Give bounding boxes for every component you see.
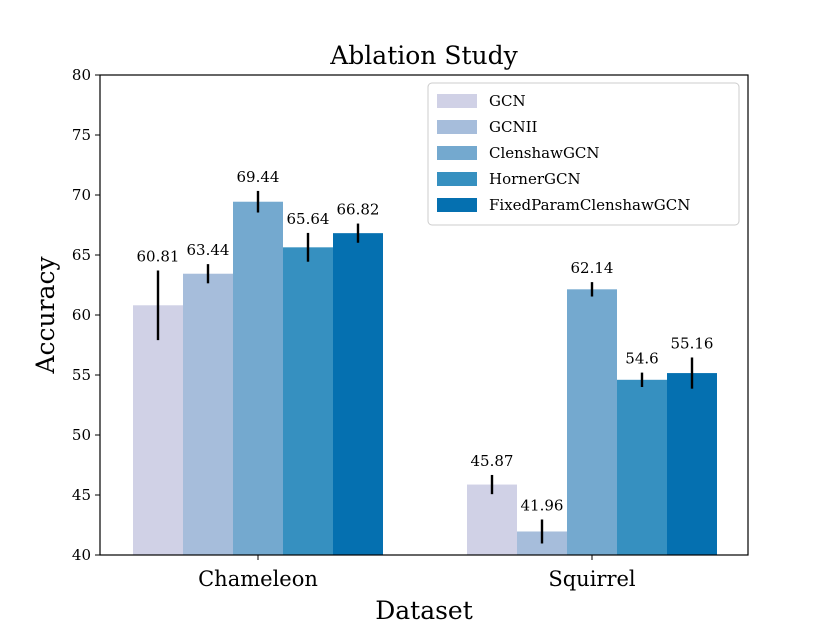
bar-gcn-squirrel	[467, 484, 517, 555]
y-tick-label: 80	[72, 66, 91, 84]
legend-swatch	[437, 94, 477, 108]
legend: GCN GCNII ClenshawGCN HornerGCN FixedParamCl…	[427, 82, 740, 226]
y-axis: 40 45 50 55 60 65 70 75 80	[72, 66, 100, 564]
y-tick-label: 65	[72, 246, 91, 264]
x-tick-label: Squirrel	[548, 567, 636, 591]
bar-hornergcn-chameleon	[283, 247, 333, 555]
legend-label: HornerGCN	[489, 170, 581, 188]
x-tick-label: Chameleon	[198, 567, 318, 591]
data-label: 62.14	[571, 259, 614, 277]
data-label: 45.87	[471, 452, 514, 470]
data-label: 54.6	[625, 350, 658, 368]
bar-gcn-chameleon	[133, 305, 183, 555]
data-label: 65.64	[287, 210, 330, 228]
y-tick-label: 55	[72, 366, 91, 384]
legend-label: GCNII	[489, 118, 538, 136]
y-tick-label: 75	[72, 126, 91, 144]
bar-gcnii-chameleon	[183, 273, 233, 555]
bar-fixedparamclenshawgcn-chameleon	[333, 233, 383, 555]
legend-swatch	[437, 172, 477, 186]
data-label: 41.96	[521, 496, 564, 514]
data-label: 69.44	[237, 168, 280, 186]
legend-label: ClenshawGCN	[489, 144, 600, 162]
bars	[133, 201, 717, 555]
legend-frame	[427, 82, 740, 226]
data-label: 55.16	[671, 334, 714, 352]
data-labels: 60.81 45.87 63.44 41.96 69.44 62.14 65.64 54.6 6…	[137, 168, 714, 515]
legend-label: GCN	[489, 92, 526, 110]
y-tick-label: 50	[72, 426, 91, 444]
legend-swatch	[437, 146, 477, 160]
y-axis-title: Accuracy	[31, 256, 60, 375]
x-axis-title: Dataset	[375, 596, 473, 623]
y-tick-label: 70	[72, 186, 91, 204]
data-label: 66.82	[337, 201, 380, 219]
legend-label: FixedParamClenshawGCN	[489, 196, 690, 214]
x-axis: Chameleon Squirrel	[198, 555, 636, 591]
y-tick-label: 60	[72, 306, 91, 324]
bar-clenshawgcn-chameleon	[233, 201, 283, 555]
data-label: 60.81	[137, 247, 180, 265]
y-tick-label: 40	[72, 546, 91, 564]
bar-hornergcn-squirrel	[617, 379, 667, 555]
y-tick-label: 45	[72, 486, 91, 504]
legend-swatch	[437, 198, 477, 212]
data-label: 63.44	[187, 241, 230, 259]
legend-swatch	[437, 120, 477, 134]
error-bars	[156, 190, 694, 544]
chart-title: Ablation Study	[329, 41, 518, 70]
bar-clenshawgcn-squirrel	[567, 289, 617, 555]
bar-fixedparamclenshawgcn-squirrel	[667, 373, 717, 555]
